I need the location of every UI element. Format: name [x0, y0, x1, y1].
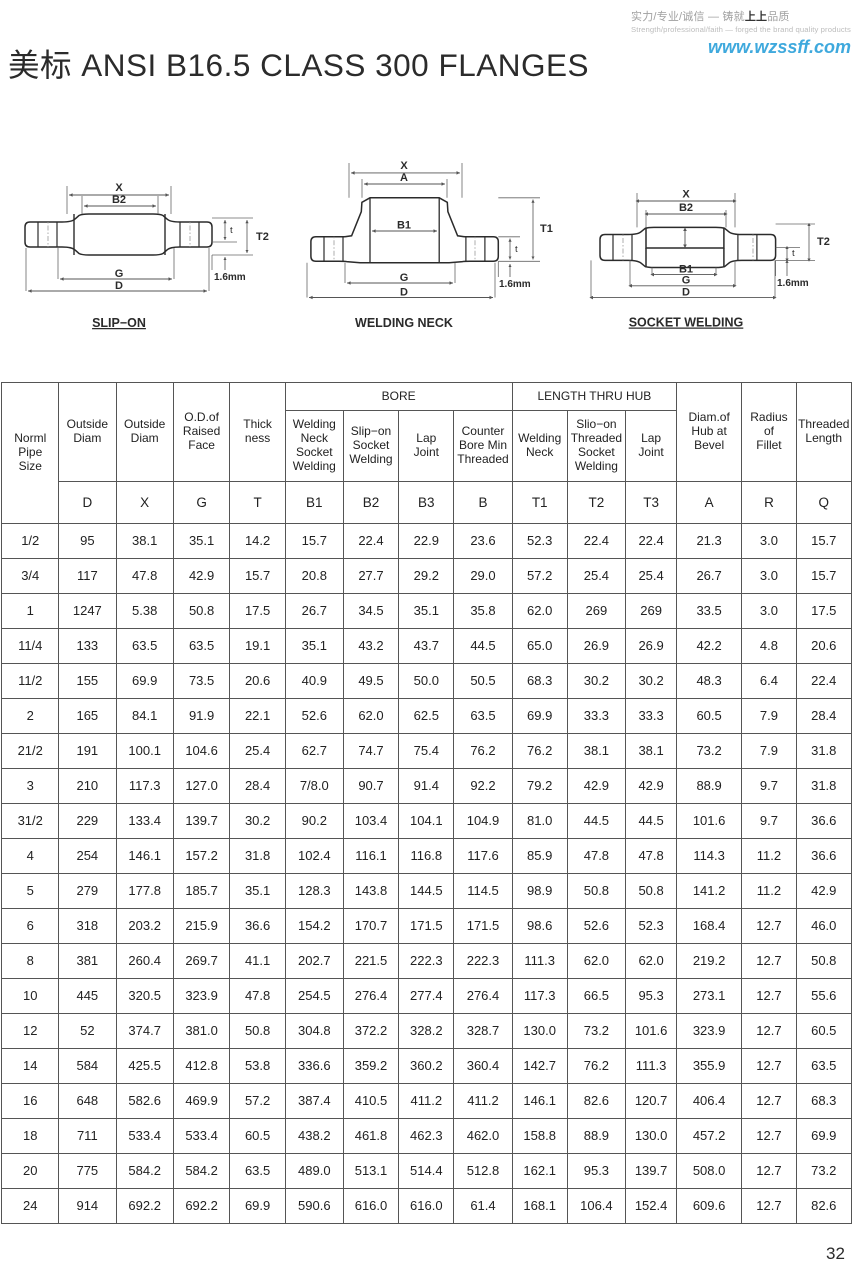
svg-text:T2: T2 [256, 231, 269, 243]
svg-text:X: X [400, 160, 408, 172]
svg-text:SOCKET WELDING: SOCKET WELDING [629, 316, 744, 330]
svg-text:t: t [792, 248, 795, 259]
svg-text:1.6mm: 1.6mm [777, 278, 809, 289]
svg-text:D: D [682, 287, 690, 299]
svg-text:A: A [400, 172, 408, 184]
svg-text:B1: B1 [679, 264, 693, 276]
svg-text:t: t [515, 244, 518, 255]
svg-text:G: G [400, 272, 409, 284]
svg-text:1.6mm: 1.6mm [499, 279, 531, 290]
svg-text:D: D [400, 287, 408, 299]
svg-text:WELDING NECK: WELDING NECK [355, 316, 453, 330]
svg-text:G: G [682, 275, 691, 287]
svg-text:G: G [115, 268, 124, 280]
svg-text:X: X [682, 189, 690, 201]
svg-text:t: t [230, 225, 233, 236]
svg-text:T2: T2 [817, 236, 830, 248]
svg-text:B1: B1 [397, 220, 411, 232]
svg-text:B2: B2 [679, 202, 693, 214]
svg-text:1.6mm: 1.6mm [214, 272, 246, 283]
svg-text:B2: B2 [112, 194, 126, 206]
svg-text:D: D [115, 280, 123, 292]
svg-text:T1: T1 [540, 223, 553, 235]
svg-text:SLIP−ON: SLIP−ON [92, 316, 146, 330]
svg-text:X: X [115, 182, 123, 194]
